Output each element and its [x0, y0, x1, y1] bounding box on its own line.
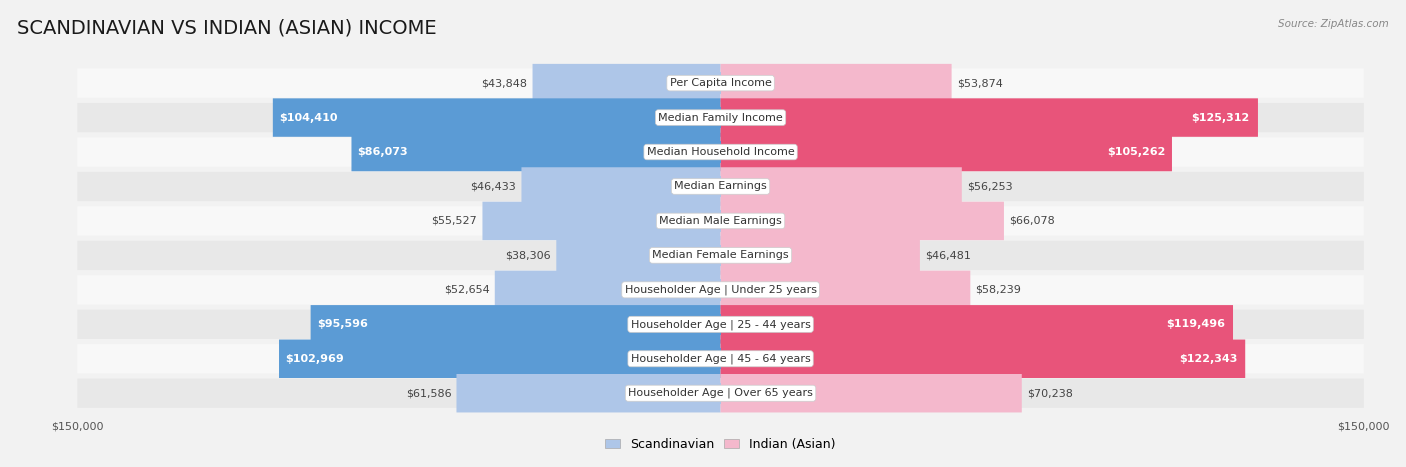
FancyBboxPatch shape [77, 310, 1364, 339]
Text: $104,410: $104,410 [280, 113, 337, 122]
Text: $61,586: $61,586 [406, 388, 451, 398]
Text: Median Male Earnings: Median Male Earnings [659, 216, 782, 226]
FancyBboxPatch shape [720, 202, 1004, 240]
Text: $58,239: $58,239 [976, 285, 1021, 295]
Text: Householder Age | 45 - 64 years: Householder Age | 45 - 64 years [631, 354, 810, 364]
FancyBboxPatch shape [720, 305, 1233, 344]
Legend: Scandinavian, Indian (Asian): Scandinavian, Indian (Asian) [600, 432, 841, 455]
Bar [720, 314, 977, 335]
FancyBboxPatch shape [557, 236, 721, 275]
FancyBboxPatch shape [273, 99, 721, 137]
FancyBboxPatch shape [720, 133, 1173, 171]
FancyBboxPatch shape [720, 374, 1022, 412]
Bar [627, 72, 721, 94]
Text: $46,481: $46,481 [925, 250, 972, 261]
Bar [638, 245, 721, 266]
Text: $52,654: $52,654 [444, 285, 489, 295]
Bar [720, 245, 820, 266]
FancyBboxPatch shape [77, 379, 1364, 408]
FancyBboxPatch shape [720, 99, 1258, 137]
FancyBboxPatch shape [278, 340, 721, 378]
FancyBboxPatch shape [720, 64, 952, 102]
Text: $43,848: $43,848 [481, 78, 527, 88]
FancyBboxPatch shape [77, 241, 1364, 270]
Text: $105,262: $105,262 [1107, 147, 1166, 157]
Text: $119,496: $119,496 [1167, 319, 1225, 329]
Bar [499, 348, 721, 369]
Bar [607, 279, 721, 301]
Text: Householder Age | Under 25 years: Householder Age | Under 25 years [624, 284, 817, 295]
FancyBboxPatch shape [77, 172, 1364, 201]
FancyBboxPatch shape [77, 103, 1364, 132]
Bar [602, 210, 721, 232]
Text: Median Household Income: Median Household Income [647, 147, 794, 157]
Text: $38,306: $38,306 [506, 250, 551, 261]
Bar [720, 382, 872, 404]
FancyBboxPatch shape [457, 374, 721, 412]
Bar [720, 348, 983, 369]
Bar [720, 72, 837, 94]
Bar [720, 107, 990, 128]
Text: Householder Age | Over 65 years: Householder Age | Over 65 years [628, 388, 813, 398]
Bar [720, 142, 946, 163]
FancyBboxPatch shape [720, 236, 920, 275]
Text: Median Female Earnings: Median Female Earnings [652, 250, 789, 261]
FancyBboxPatch shape [495, 271, 721, 309]
Bar [621, 176, 721, 197]
Bar [720, 176, 841, 197]
Text: Source: ZipAtlas.com: Source: ZipAtlas.com [1278, 19, 1389, 28]
Text: $56,253: $56,253 [967, 182, 1012, 191]
Text: $102,969: $102,969 [285, 354, 344, 364]
Bar [720, 210, 862, 232]
Text: Householder Age | 25 - 44 years: Householder Age | 25 - 44 years [631, 319, 810, 330]
Text: Median Earnings: Median Earnings [675, 182, 766, 191]
FancyBboxPatch shape [720, 271, 970, 309]
FancyBboxPatch shape [77, 344, 1364, 374]
Text: $66,078: $66,078 [1010, 216, 1054, 226]
Bar [516, 314, 721, 335]
FancyBboxPatch shape [77, 137, 1364, 167]
FancyBboxPatch shape [533, 64, 721, 102]
FancyBboxPatch shape [522, 167, 721, 205]
Bar [589, 382, 721, 404]
Text: $86,073: $86,073 [357, 147, 408, 157]
Text: $53,874: $53,874 [956, 78, 1002, 88]
Text: $95,596: $95,596 [316, 319, 367, 329]
FancyBboxPatch shape [482, 202, 721, 240]
FancyBboxPatch shape [311, 305, 721, 344]
FancyBboxPatch shape [77, 69, 1364, 98]
FancyBboxPatch shape [77, 206, 1364, 235]
Text: Median Family Income: Median Family Income [658, 113, 783, 122]
Text: SCANDINAVIAN VS INDIAN (ASIAN) INCOME: SCANDINAVIAN VS INDIAN (ASIAN) INCOME [17, 19, 436, 38]
Text: Per Capita Income: Per Capita Income [669, 78, 772, 88]
Text: $122,343: $122,343 [1180, 354, 1237, 364]
Bar [536, 142, 721, 163]
FancyBboxPatch shape [77, 275, 1364, 304]
Text: $125,312: $125,312 [1192, 113, 1250, 122]
FancyBboxPatch shape [720, 167, 962, 205]
Bar [496, 107, 721, 128]
FancyBboxPatch shape [352, 133, 721, 171]
Text: $55,527: $55,527 [432, 216, 477, 226]
Text: $46,433: $46,433 [471, 182, 516, 191]
Text: $70,238: $70,238 [1026, 388, 1073, 398]
Bar [720, 279, 845, 301]
FancyBboxPatch shape [720, 340, 1246, 378]
